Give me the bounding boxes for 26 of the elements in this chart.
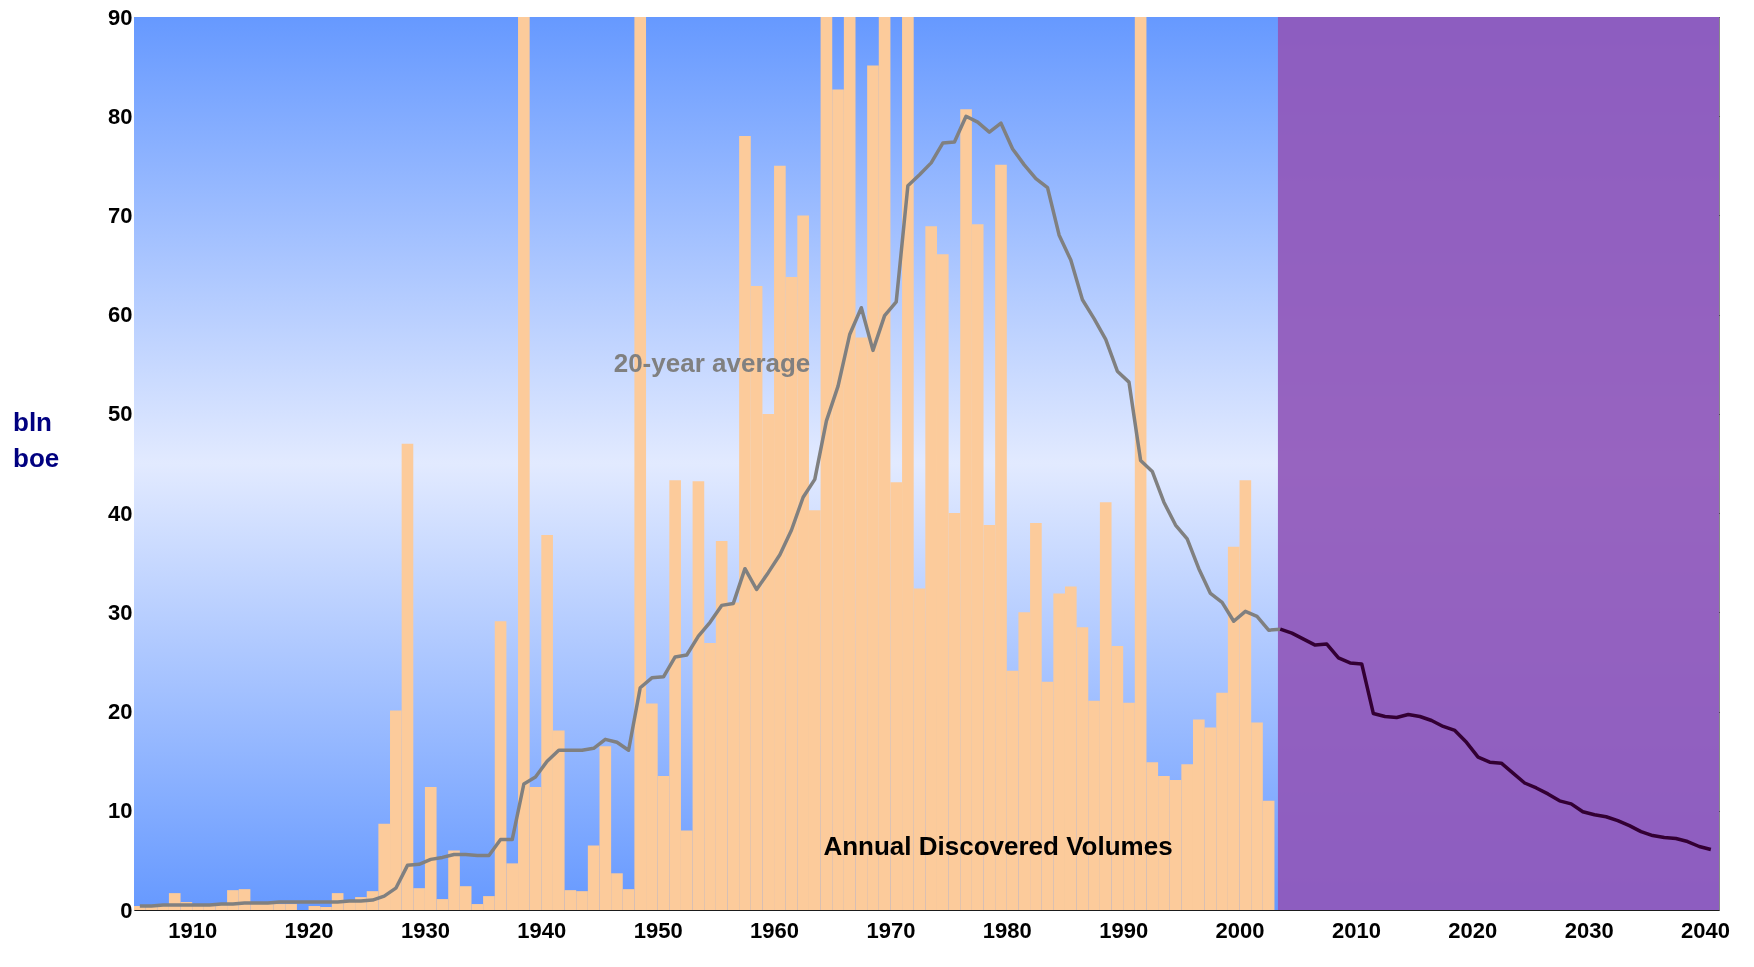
x-tick-label: 1930	[400, 917, 450, 943]
x-tick-label: 1920	[284, 917, 334, 943]
y-axis-title: bln boe	[13, 407, 60, 473]
x-tick-label: 1960	[750, 917, 800, 943]
y-tick-label: 0	[120, 897, 133, 923]
x-tick-label: 1970	[866, 917, 916, 943]
x-tick-label: 1980	[982, 917, 1032, 943]
y-tick-label: 90	[108, 4, 133, 30]
x-tick-label: 1940	[517, 917, 567, 943]
y-tick-label: 60	[108, 302, 133, 328]
y-tick-label: 30	[108, 599, 133, 625]
x-tick-label: 1990	[1099, 917, 1149, 943]
x-tick-label: 2020	[1448, 917, 1498, 943]
y-tick-label: 80	[108, 103, 133, 129]
y-tick-label: 40	[108, 500, 133, 526]
y-tick-label: 70	[108, 202, 133, 228]
x-tick-label: 1950	[633, 917, 683, 943]
x-tick-label: 2000	[1215, 917, 1265, 943]
x-tick-label: 2030	[1564, 917, 1614, 943]
y-tick-label: 50	[108, 401, 133, 427]
y-tick-label: 10	[108, 798, 133, 824]
y-tick-label: 20	[108, 699, 133, 725]
x-tick-label: 2040	[1681, 917, 1731, 943]
series-label: Annual Discovered Volumes	[823, 831, 1173, 861]
x-tick-label: 2010	[1331, 917, 1381, 943]
x-tick-label: 1910	[168, 917, 218, 943]
